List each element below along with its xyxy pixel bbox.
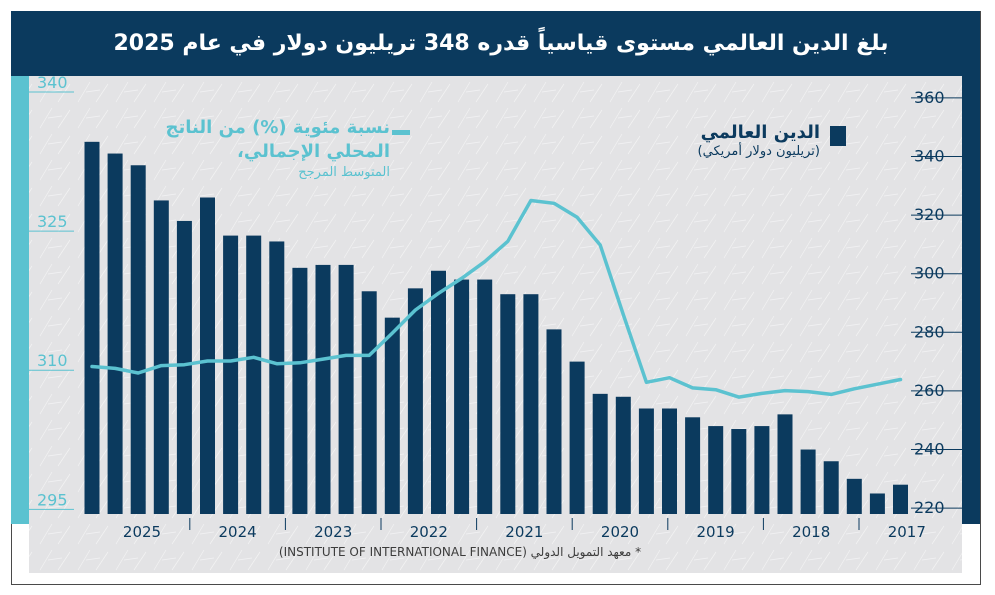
debt-bar	[754, 426, 770, 514]
debt-bar	[615, 396, 631, 514]
left-axis-tick-label: 325	[37, 212, 68, 231]
x-axis-tick-label: 2020	[601, 523, 639, 541]
debt-bar	[546, 329, 562, 514]
legend-debt-unit: (تريليون دولار أمريكي)	[697, 144, 820, 159]
debt-bar	[338, 264, 354, 514]
debt-bar	[130, 165, 146, 514]
x-axis-tick-label: 2022	[410, 523, 448, 541]
line-series	[90, 198, 903, 399]
x-axis-tick-label: 2023	[314, 523, 352, 541]
debt-bar	[893, 484, 908, 514]
debt-bar	[176, 220, 192, 514]
legend-debt: الدين العالمي (تريليون دولار أمريكي)	[640, 122, 820, 160]
debt-bar	[638, 408, 654, 514]
right-axis-tick-label: 280	[914, 322, 945, 341]
x-axis-tick-label: 2024	[219, 523, 257, 541]
debt-bar	[592, 393, 608, 514]
title-bar: بلغ الدين العالمي مستوى قياسياً قدره 348…	[11, 11, 980, 76]
right-axis-tick-label: 340	[914, 146, 945, 165]
right-axis-tick-label: 300	[914, 264, 945, 283]
left-axis-strip	[11, 76, 29, 524]
legend-gdp: نسبة مئوية (%) من الناتج المحلي الإجمالي…	[150, 116, 390, 182]
x-axis-tick-label: 2018	[792, 523, 830, 541]
debt-bar	[731, 429, 747, 514]
right-axis-tick-label: 260	[914, 381, 945, 400]
debt-bar	[708, 426, 724, 514]
bar-series	[84, 141, 908, 515]
right-axis-tick-label: 220	[914, 498, 945, 517]
legend-gdp-sub: المتوسط المرجح	[298, 165, 390, 180]
debt-bar	[523, 294, 539, 514]
legend-gdp-label-line1: نسبة مئوية (%) من الناتج	[165, 117, 390, 138]
debt-bar	[431, 270, 446, 514]
debt-bar	[569, 361, 585, 514]
debt-bar	[685, 417, 701, 514]
debt-bar	[200, 197, 215, 514]
left-axis-tick-label: 310	[37, 351, 68, 370]
right-axis-tick-label: 240	[914, 440, 945, 459]
debt-bar	[246, 235, 262, 514]
debt-bar	[292, 267, 308, 514]
legend-debt-swatch	[830, 126, 846, 146]
source-note: * معهد التمويل الدولي (INSTITUTE OF INTE…	[278, 545, 642, 559]
right-axis-strip	[962, 76, 980, 524]
x-axis: 2025 2024 2023 2022 2021 2020 2019 2018 2017	[123, 518, 926, 541]
x-axis-tick-label: 2019	[697, 523, 735, 541]
gdp-ratio-line	[90, 198, 903, 399]
x-axis-tick-label: 2017	[888, 523, 926, 541]
debt-bar	[384, 317, 400, 514]
legend-gdp-swatch	[392, 130, 410, 135]
debt-bar	[269, 241, 285, 515]
left-axis-tick-label: 340	[37, 73, 68, 92]
debt-bar	[477, 279, 493, 514]
right-axis: 220 240 260 280 300 320 340 360	[911, 88, 962, 517]
debt-bar	[662, 408, 677, 514]
debt-bar	[454, 279, 470, 514]
right-axis-tick-label: 320	[914, 205, 945, 224]
legend-debt-label: الدين العالمي	[700, 122, 820, 143]
chart-title: بلغ الدين العالمي مستوى قياسياً قدره 348…	[113, 31, 889, 56]
debt-bar	[800, 449, 816, 514]
debt-bar	[846, 478, 862, 514]
debt-bar	[223, 235, 239, 514]
debt-bar	[153, 200, 169, 515]
left-axis-tick-label: 295	[37, 490, 68, 509]
debt-bar	[823, 461, 839, 514]
debt-bar	[361, 291, 377, 514]
debt-bar	[407, 288, 423, 514]
legend-gdp-label-line2: المحلي الإجمالي،	[237, 141, 390, 162]
x-axis-tick-label: 2025	[123, 523, 161, 541]
debt-bar	[869, 493, 885, 514]
debt-bar	[84, 141, 100, 514]
debt-bar	[777, 414, 793, 514]
debt-bar	[315, 264, 331, 514]
debt-bar	[107, 153, 123, 514]
left-axis: 295 310 325 340	[29, 73, 74, 510]
right-axis-tick-label: 360	[914, 88, 945, 107]
debt-bar	[500, 294, 516, 514]
x-axis-tick-label: 2021	[505, 523, 543, 541]
